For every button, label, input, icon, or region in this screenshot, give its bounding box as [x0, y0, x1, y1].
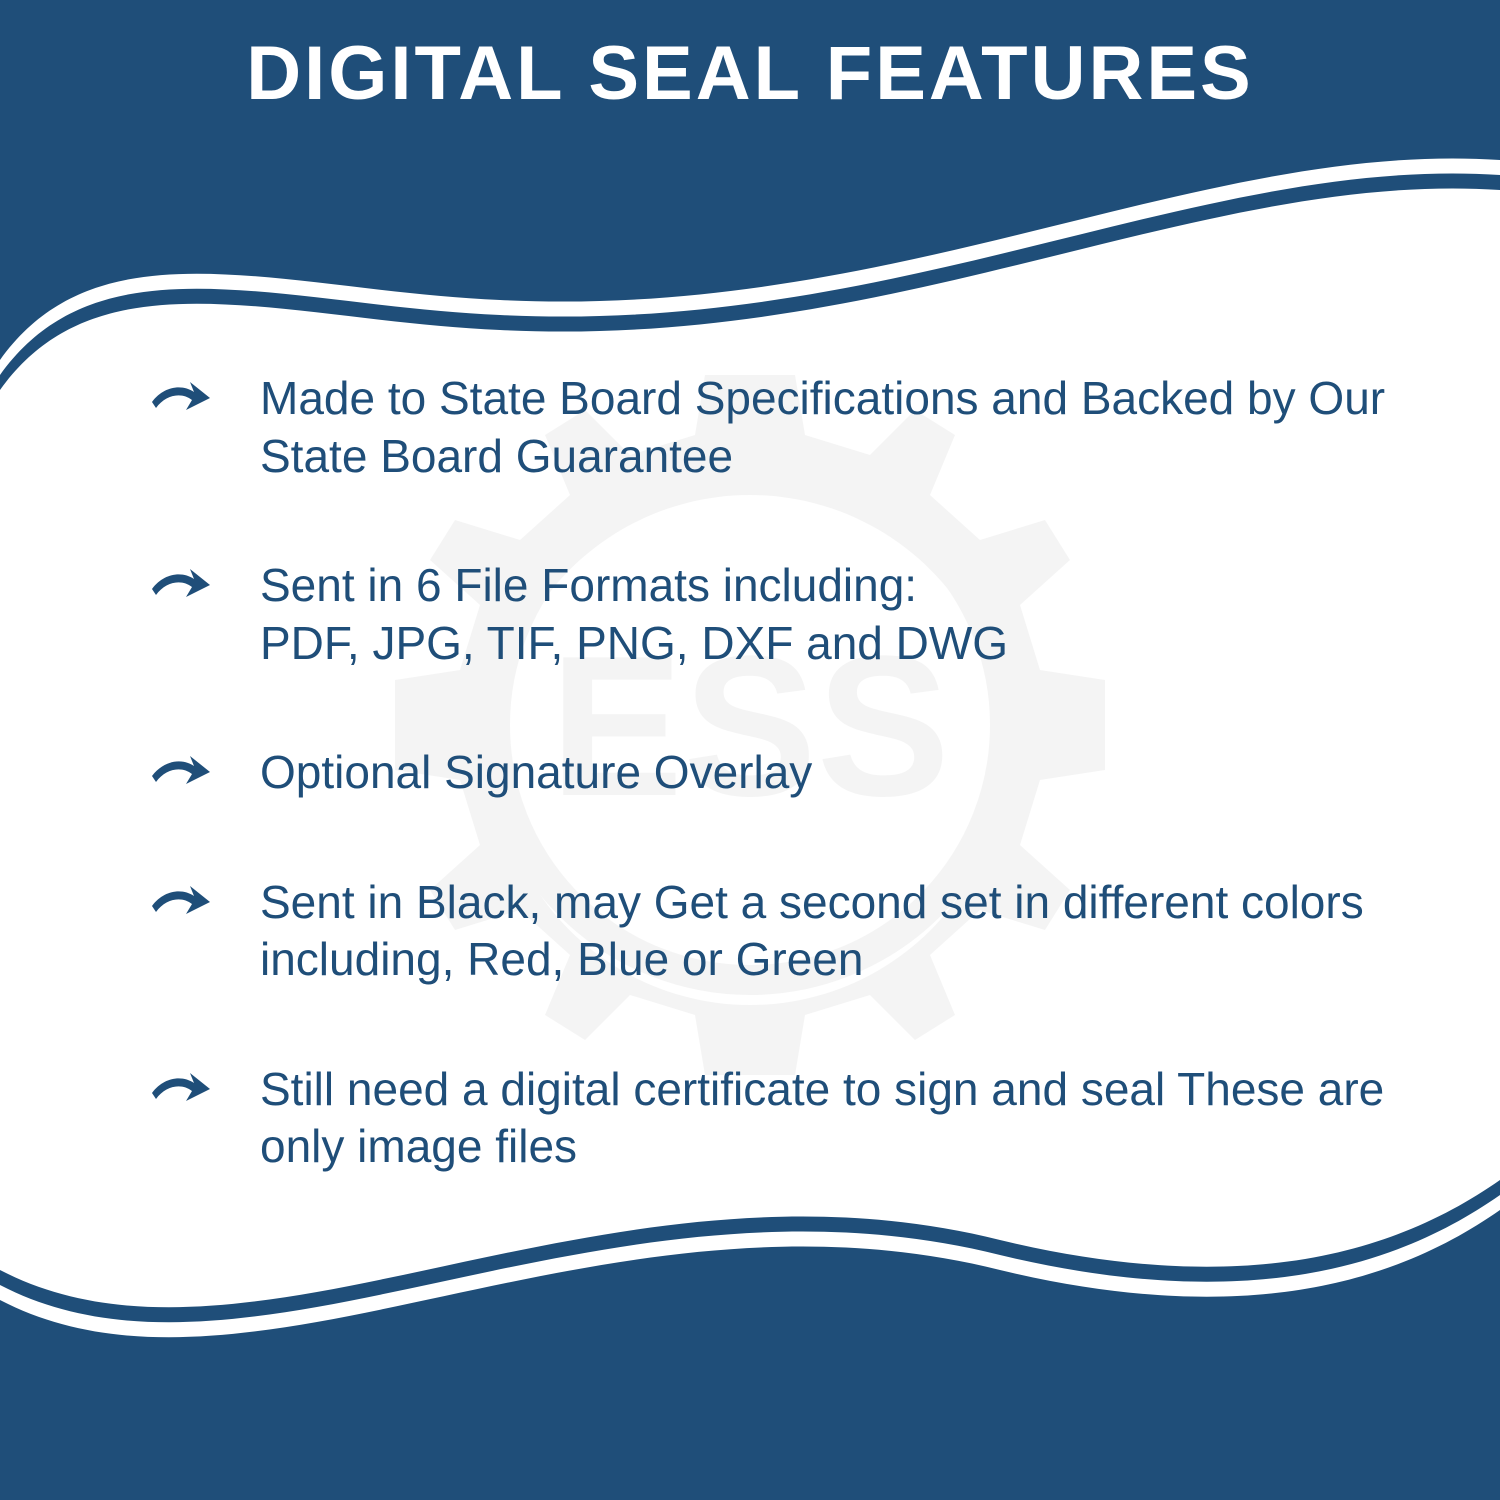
feature-text: Made to State Board Specifications and B…	[260, 370, 1400, 485]
infographic-container: DIGITAL SEAL FEATURES ESS Made to State …	[0, 0, 1500, 1500]
arrow-right-icon	[150, 878, 212, 926]
arrow-right-icon	[150, 374, 212, 422]
arrow-right-icon	[150, 561, 212, 609]
feature-item: Optional Signature Overlay	[150, 744, 1400, 802]
page-title: DIGITAL SEAL FEATURES	[0, 30, 1500, 117]
feature-text: Still need a digital certificate to sign…	[260, 1061, 1400, 1176]
feature-text: Optional Signature Overlay	[260, 744, 812, 802]
feature-text: Sent in Black, may Get a second set in d…	[260, 874, 1400, 989]
feature-item: Sent in 6 File Formats including:PDF, JP…	[150, 557, 1400, 672]
feature-text: Sent in 6 File Formats including:PDF, JP…	[260, 557, 1008, 672]
feature-list: Made to State Board Specifications and B…	[150, 370, 1400, 1248]
top-wave-decoration	[0, 120, 1500, 400]
header-bar: DIGITAL SEAL FEATURES	[0, 0, 1500, 127]
arrow-right-icon	[150, 748, 212, 796]
feature-item: Still need a digital certificate to sign…	[150, 1061, 1400, 1176]
feature-item: Made to State Board Specifications and B…	[150, 370, 1400, 485]
feature-item: Sent in Black, may Get a second set in d…	[150, 874, 1400, 989]
arrow-right-icon	[150, 1065, 212, 1113]
